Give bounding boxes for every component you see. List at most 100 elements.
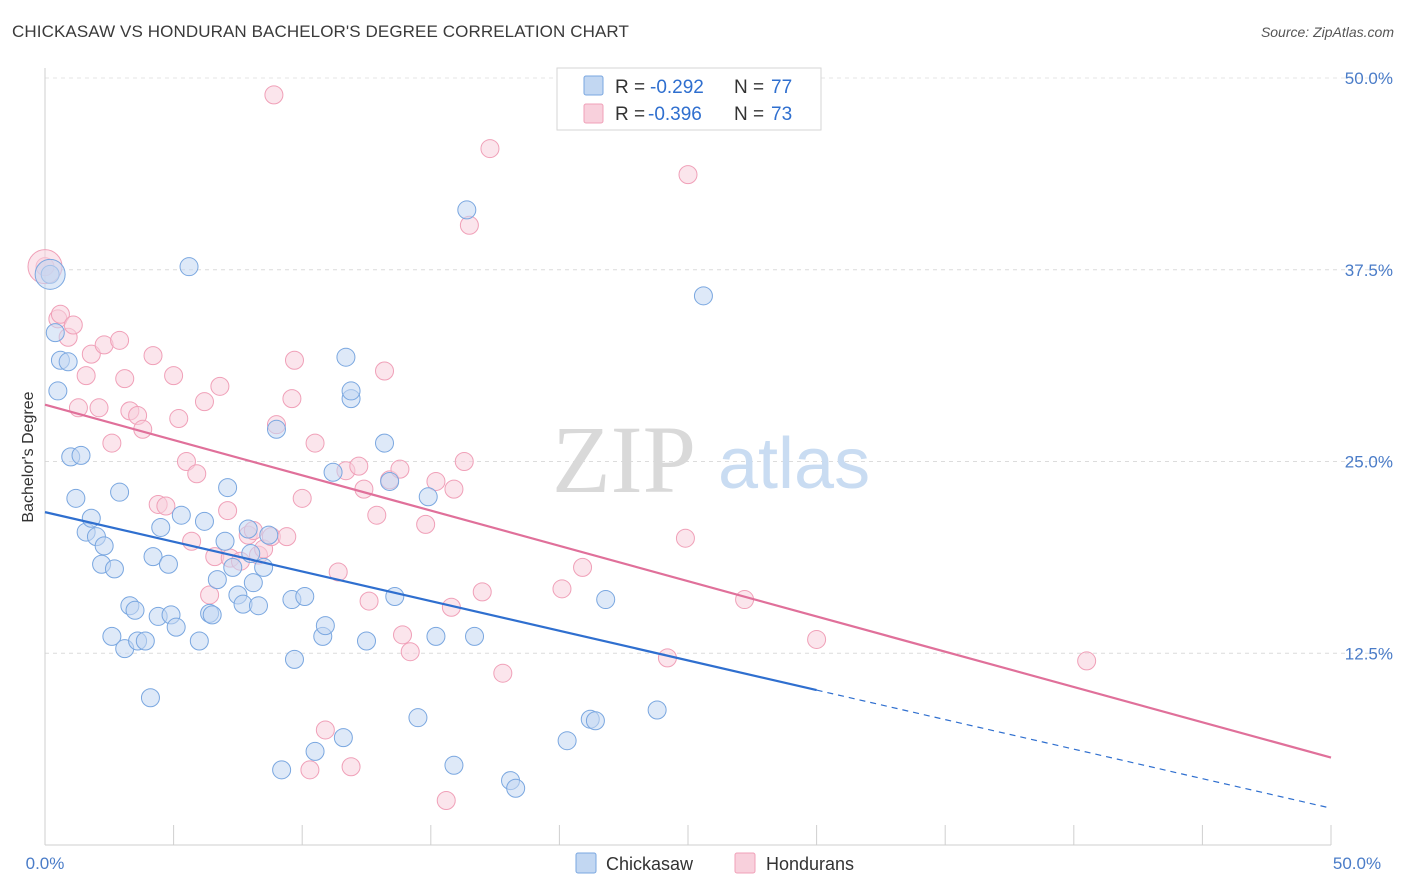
- hondurans-point: [292, 488, 312, 508]
- chickasaw-point: [58, 352, 78, 372]
- chickasaw-point: [418, 487, 438, 507]
- chickasaw-point: [385, 586, 405, 606]
- chickasaw-point: [585, 711, 605, 731]
- hondurans-point: [426, 471, 446, 491]
- y-tick-label: 50.0%: [1345, 69, 1393, 88]
- hondurans-point: [277, 527, 297, 547]
- legend-n-label-chickasaw: N =: [734, 77, 764, 98]
- watermark: ZIP atlas: [552, 406, 870, 513]
- hondurans-point: [480, 139, 500, 159]
- chickasaw-point: [158, 554, 178, 574]
- chickasaw-point: [315, 616, 335, 636]
- chickasaw-point: [189, 631, 209, 651]
- hondurans-point: [328, 562, 348, 582]
- chickasaw-trend-extension: [816, 689, 1332, 809]
- chickasaw-point: [596, 590, 616, 610]
- legend-r-label-chickasaw: R =: [615, 77, 645, 98]
- chickasaw-point: [457, 200, 477, 220]
- hondurans-point: [1077, 651, 1097, 671]
- chickasaw-point: [284, 649, 304, 669]
- legend-r-value-chickasaw: -0.292: [650, 77, 704, 98]
- chickasaw-point: [557, 731, 577, 751]
- chickasaw-point: [166, 617, 186, 637]
- chickasaw-point: [171, 505, 191, 525]
- chickasaw-point: [408, 708, 428, 728]
- chickasaw-point: [104, 559, 124, 579]
- hondurans-point: [359, 591, 379, 611]
- hondurans-point: [89, 398, 109, 418]
- hondurans-trend-line: [44, 403, 1332, 759]
- watermark-atlas-text: atlas: [718, 424, 870, 504]
- hondurans-point: [102, 433, 122, 453]
- chickasaw-point: [125, 600, 145, 620]
- bottom-legend-label-hondurans: Hondurans: [766, 854, 854, 874]
- legend-box: R = -0.292 N = 77 R = -0.396 N = 73: [556, 67, 822, 131]
- hondurans-point: [187, 464, 207, 484]
- hondurans-point: [284, 350, 304, 370]
- hondurans-point: [444, 479, 464, 499]
- bottom-legend-swatch-chickasaw: [575, 852, 597, 874]
- chickasaw-point: [110, 482, 130, 502]
- source-credit: Source: ZipAtlas.com: [1260, 24, 1394, 40]
- chickasaw-point: [194, 511, 214, 531]
- y-tick-label: 37.5%: [1345, 261, 1393, 280]
- hondurans-point: [493, 663, 513, 683]
- chickasaw-point: [140, 688, 160, 708]
- hondurans-point: [678, 165, 698, 185]
- hondurans-point: [375, 361, 395, 381]
- hondurans-point: [354, 479, 374, 499]
- chickasaw-point: [218, 478, 238, 498]
- legend-swatch-hondurans: [583, 103, 604, 124]
- hondurans-point: [143, 346, 163, 366]
- x-tick-label-min: 0.0%: [26, 854, 65, 873]
- chickasaw-point: [426, 626, 446, 646]
- hondurans-point: [156, 496, 176, 516]
- legend-r-value-hondurans: -0.396: [648, 104, 702, 125]
- chickasaw-point: [207, 570, 227, 590]
- hondurans-point: [341, 757, 361, 777]
- legend-n-value-hondurans: 73: [771, 104, 792, 125]
- legend-n-label-hondurans: N =: [734, 104, 764, 125]
- hondurans-point: [735, 590, 755, 610]
- chickasaw-point: [357, 631, 376, 651]
- chickasaw-point: [272, 760, 292, 780]
- hondurans-point: [393, 625, 413, 645]
- chickasaw-point-large: [34, 258, 66, 290]
- chickasaw-point: [215, 531, 235, 551]
- watermark-zip-text: ZIP: [552, 406, 696, 513]
- hondurans-point: [300, 760, 320, 780]
- chickasaw-point: [238, 519, 258, 539]
- chickasaw-point: [243, 573, 263, 593]
- chickasaw-point: [444, 755, 464, 775]
- hondurans-point: [218, 501, 238, 521]
- hondurans-point: [315, 720, 335, 740]
- hondurans-point: [110, 330, 130, 350]
- y-tick-label: 25.0%: [1345, 453, 1393, 472]
- hondurans-point: [164, 366, 184, 386]
- chickasaw-point: [341, 381, 361, 401]
- chickasaw-point: [135, 631, 155, 651]
- chickasaw-point: [71, 445, 91, 465]
- chickasaw-point: [102, 626, 122, 646]
- hondurans-point: [169, 409, 189, 429]
- chickasaw-point: [693, 286, 713, 306]
- chickasaw-point: [380, 471, 400, 491]
- chickasaw-point: [94, 536, 114, 556]
- chickasaw-point: [465, 626, 485, 646]
- hondurans-point: [454, 452, 474, 471]
- hondurans-point: [436, 791, 456, 811]
- chickasaw-point: [375, 433, 395, 453]
- chickasaw-point: [48, 381, 68, 401]
- chickasaw-point: [333, 728, 353, 748]
- bottom-legend-label-chickasaw: Chickasaw: [606, 854, 694, 874]
- hondurans-point: [807, 629, 827, 649]
- chickasaw-point: [259, 525, 279, 545]
- hondurans-point: [194, 392, 214, 412]
- hondurans-point: [210, 376, 230, 396]
- hondurans-point: [675, 528, 695, 548]
- hondurans-point: [81, 344, 101, 364]
- hondurans-point: [50, 304, 70, 324]
- hondurans-point: [76, 366, 96, 386]
- series-chickasaw-points: [34, 200, 713, 798]
